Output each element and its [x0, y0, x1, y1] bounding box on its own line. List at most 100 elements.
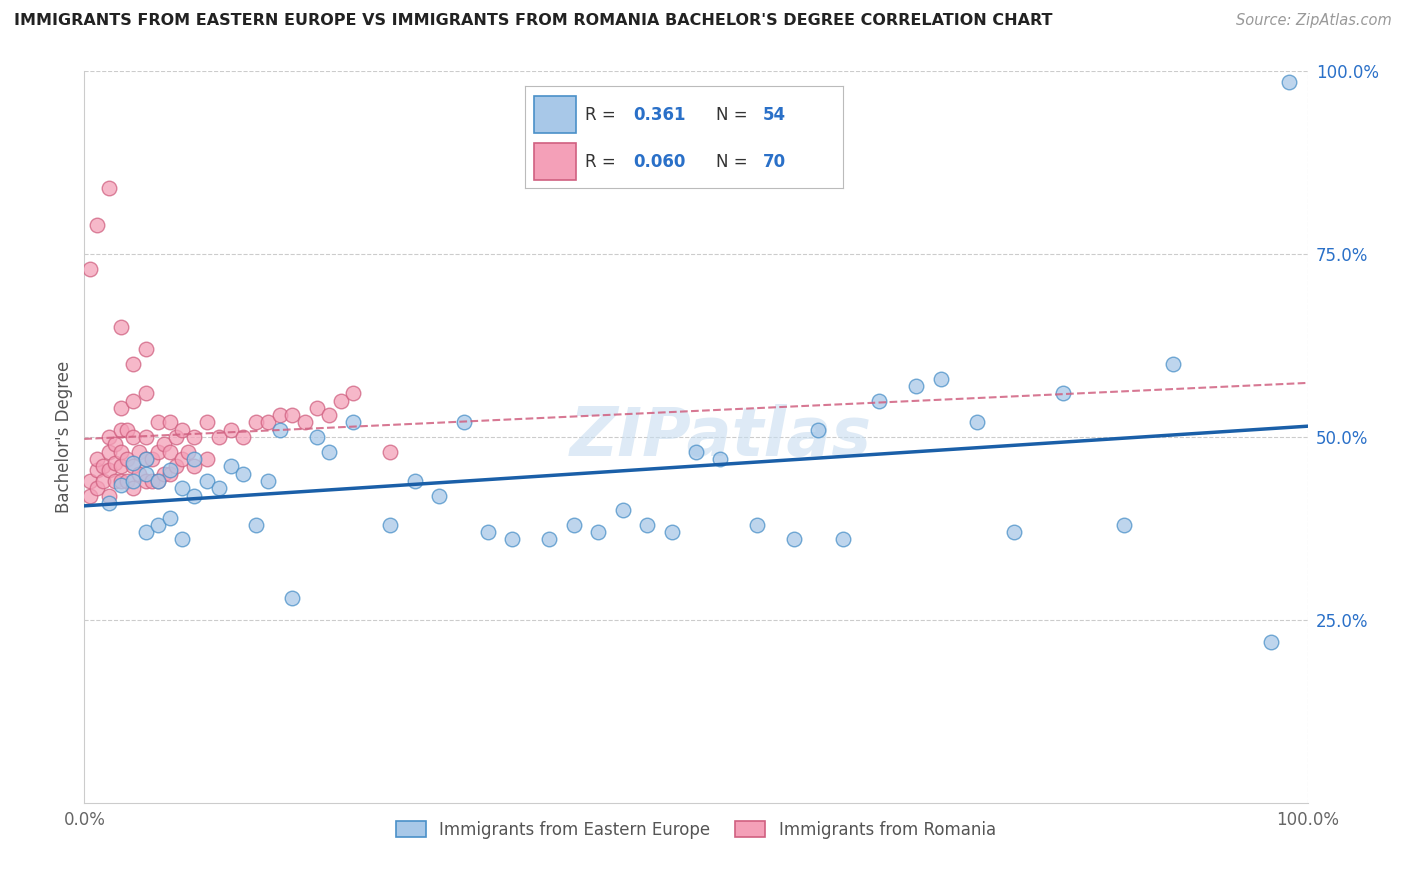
- Point: [110, 459, 132, 474]
- Point: [135, 467, 157, 481]
- Point: [135, 474, 157, 488]
- Point: [115, 452, 138, 467]
- Point: [195, 452, 218, 467]
- Point: [146, 416, 169, 430]
- Point: [404, 474, 426, 488]
- Point: [172, 533, 194, 547]
- Point: [172, 452, 194, 467]
- Point: [159, 416, 181, 430]
- Point: [245, 517, 267, 532]
- Point: [1278, 75, 1301, 89]
- Point: [86, 481, 108, 495]
- Point: [110, 474, 132, 488]
- Point: [183, 452, 205, 467]
- Point: [165, 459, 187, 474]
- Point: [869, 393, 891, 408]
- Point: [661, 525, 683, 540]
- Point: [97, 444, 120, 458]
- Point: [86, 218, 108, 232]
- Point: [135, 452, 157, 467]
- Point: [245, 416, 267, 430]
- Point: [453, 416, 475, 430]
- Y-axis label: Bachelor's Degree: Bachelor's Degree: [55, 361, 73, 513]
- Point: [305, 430, 328, 444]
- Point: [318, 408, 340, 422]
- Point: [208, 430, 231, 444]
- Point: [135, 525, 157, 540]
- Point: [122, 474, 145, 488]
- Point: [110, 401, 132, 415]
- Point: [281, 408, 304, 422]
- Point: [97, 181, 120, 195]
- Point: [183, 459, 205, 474]
- Point: [159, 463, 181, 477]
- Point: [153, 467, 176, 481]
- Point: [115, 423, 138, 437]
- Point: [135, 343, 157, 357]
- Point: [294, 416, 316, 430]
- Point: [195, 416, 218, 430]
- Point: [747, 517, 769, 532]
- Point: [232, 430, 254, 444]
- Point: [122, 430, 145, 444]
- Point: [135, 430, 157, 444]
- Point: [159, 444, 181, 458]
- Point: [122, 456, 145, 470]
- Point: [128, 444, 150, 458]
- Point: [636, 517, 658, 532]
- Point: [110, 320, 132, 334]
- Point: [165, 430, 187, 444]
- Point: [172, 481, 194, 495]
- Point: [1161, 357, 1184, 371]
- Point: [195, 474, 218, 488]
- Point: [966, 416, 988, 430]
- Point: [135, 386, 157, 401]
- Point: [79, 474, 101, 488]
- Point: [122, 459, 145, 474]
- Point: [305, 401, 328, 415]
- Point: [477, 525, 499, 540]
- Point: [342, 386, 364, 401]
- Point: [905, 379, 928, 393]
- Text: IMMIGRANTS FROM EASTERN EUROPE VS IMMIGRANTS FROM ROMANIA BACHELOR'S DEGREE CORR: IMMIGRANTS FROM EASTERN EUROPE VS IMMIGR…: [14, 13, 1053, 29]
- Point: [97, 430, 120, 444]
- Point: [79, 489, 101, 503]
- Point: [232, 467, 254, 481]
- Point: [612, 503, 634, 517]
- Point: [122, 481, 145, 495]
- Point: [141, 474, 163, 488]
- Point: [318, 444, 340, 458]
- Point: [709, 452, 731, 467]
- Point: [110, 423, 132, 437]
- Point: [128, 467, 150, 481]
- Point: [91, 474, 114, 488]
- Point: [115, 474, 138, 488]
- Point: [97, 489, 120, 503]
- Point: [183, 430, 205, 444]
- Point: [146, 517, 169, 532]
- Point: [929, 371, 952, 385]
- Point: [146, 474, 169, 488]
- Point: [685, 444, 707, 458]
- Point: [1002, 525, 1025, 540]
- Point: [208, 481, 231, 495]
- Point: [159, 467, 181, 481]
- Point: [831, 533, 853, 547]
- Point: [562, 517, 585, 532]
- Point: [110, 477, 132, 491]
- Point: [153, 437, 176, 451]
- Point: [104, 456, 127, 470]
- Point: [172, 423, 194, 437]
- Point: [502, 533, 524, 547]
- Point: [135, 452, 157, 467]
- Point: [122, 393, 145, 408]
- Point: [1052, 386, 1074, 401]
- Point: [1114, 517, 1136, 532]
- Point: [146, 474, 169, 488]
- Point: [783, 533, 806, 547]
- Point: [257, 416, 280, 430]
- Point: [342, 416, 364, 430]
- Point: [269, 423, 291, 437]
- Point: [380, 444, 402, 458]
- Point: [257, 474, 280, 488]
